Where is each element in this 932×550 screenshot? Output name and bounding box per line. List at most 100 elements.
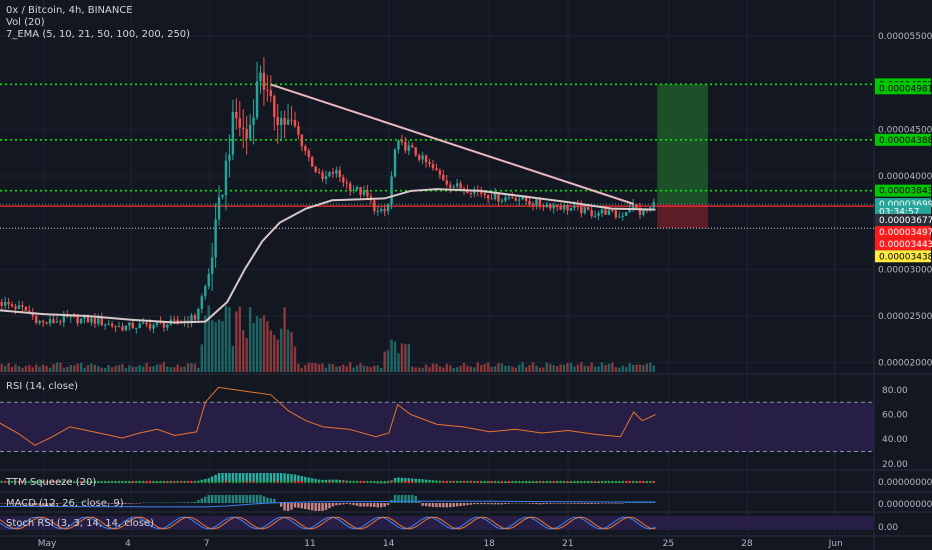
candle-body <box>352 189 355 191</box>
candle-body <box>559 206 562 210</box>
volume-bar <box>504 365 507 372</box>
macd-bar <box>362 503 366 507</box>
macd-bar <box>97 503 100 504</box>
macd-bar <box>552 503 555 504</box>
volume-bar <box>473 367 476 372</box>
volume-bar <box>397 353 400 372</box>
volume-bar <box>217 319 221 372</box>
stoch-tick: 0.00 <box>878 523 898 533</box>
ttm-dot <box>580 480 583 484</box>
volume-bar <box>600 362 604 372</box>
ttm-dot <box>41 480 45 484</box>
ttm-dot <box>107 480 110 484</box>
candle-body <box>652 202 655 208</box>
ttm-dot <box>431 480 435 484</box>
volume-bar <box>173 367 176 372</box>
volume-bar <box>166 366 169 372</box>
ttm-bar <box>269 473 273 482</box>
date-axis[interactable]: May 4 7 11 14 18 21 25 28 Jun <box>38 539 843 549</box>
macd-bar <box>417 501 421 503</box>
candle-body <box>17 305 21 309</box>
volume-bar <box>352 367 355 372</box>
candle-body <box>276 117 279 126</box>
macd-bar <box>438 503 442 508</box>
candle-body <box>404 141 407 151</box>
ttm-bar <box>393 478 397 482</box>
volume-bar <box>69 364 72 372</box>
ttm-dot <box>273 480 276 484</box>
ttm-dot <box>518 480 521 484</box>
volume-bar <box>593 366 597 372</box>
ttm-dot <box>638 480 642 484</box>
ttm-dot <box>342 480 345 484</box>
candle-body <box>204 286 207 297</box>
candle-body <box>397 140 400 150</box>
candle-body <box>528 201 531 205</box>
candle-body <box>97 318 100 324</box>
candle-body <box>314 166 317 172</box>
volume-bar <box>380 367 383 372</box>
ttm-dot <box>28 480 31 484</box>
volume-bar <box>242 330 245 372</box>
trendline[interactable] <box>270 83 634 205</box>
price-axis[interactable]: 0.00005500 0.00004500 0.00004000 0.00003000… <box>875 32 932 369</box>
candle-body <box>445 180 448 185</box>
macd-bar <box>248 495 252 503</box>
candle-body <box>245 128 248 139</box>
volume-bar <box>428 367 431 372</box>
candle-body <box>545 204 549 207</box>
ttm-dot <box>121 480 124 484</box>
ttm-dot <box>269 480 273 484</box>
ttm-bar <box>238 473 241 482</box>
candle-body <box>269 90 273 97</box>
ttm-dot <box>590 480 593 484</box>
price-tag-bg <box>875 238 931 251</box>
macd-bar <box>66 502 69 503</box>
candle-body <box>52 319 55 323</box>
ttm-dot <box>359 480 362 484</box>
macd-bar <box>159 502 162 503</box>
candle-body <box>590 210 593 217</box>
macd-bar <box>521 503 524 504</box>
volume-bar <box>145 362 148 372</box>
ttm-dot <box>600 480 604 484</box>
macd-bar <box>376 503 379 508</box>
volume-bar <box>376 365 379 372</box>
macd-bar <box>504 503 507 505</box>
ttm-bar <box>207 478 210 482</box>
candle-body <box>7 301 10 305</box>
volume-bar <box>383 351 386 372</box>
macd-bar <box>397 495 400 503</box>
ttm-dot <box>248 480 252 484</box>
volume-bar <box>90 363 93 372</box>
ttm-dot <box>155 480 159 484</box>
volume-bar <box>355 365 359 372</box>
volume-bar <box>307 362 310 372</box>
volume-bar <box>273 334 276 372</box>
ttm-dot <box>366 480 369 484</box>
macd-bar <box>473 503 476 505</box>
volume-bar <box>266 321 269 372</box>
ttm-dot <box>0 480 3 484</box>
ttm-dot <box>7 480 10 484</box>
candle-body <box>466 190 469 194</box>
macd-bar <box>255 495 259 503</box>
candle-body <box>497 192 500 202</box>
macd-bar <box>535 503 538 505</box>
ttm-dot <box>255 480 259 484</box>
ttm-dot <box>242 480 245 484</box>
candle-body <box>424 155 428 163</box>
candle-body <box>93 318 97 324</box>
macd-bar <box>204 496 207 503</box>
ttm-bar <box>404 477 407 482</box>
macd-bar <box>490 503 493 505</box>
price-tag-label: 03:34:57 <box>879 207 919 217</box>
ttm-bar <box>217 473 221 482</box>
candle-body <box>86 316 90 323</box>
stoch-d-line <box>0 516 656 530</box>
candle-body <box>173 319 176 321</box>
candle-body <box>176 319 179 323</box>
macd-bar <box>317 503 321 511</box>
macd-bar <box>545 503 549 504</box>
